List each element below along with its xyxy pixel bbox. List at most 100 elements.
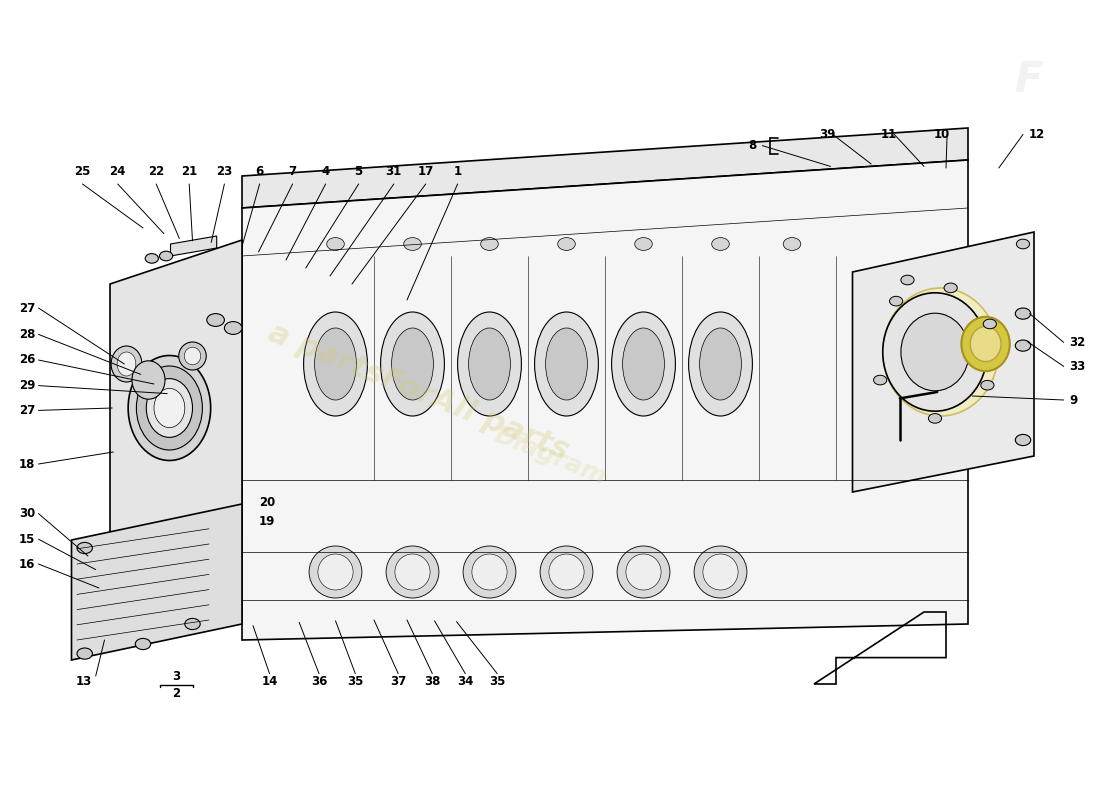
Text: 17: 17 xyxy=(418,165,433,178)
Text: 14: 14 xyxy=(262,675,277,688)
Circle shape xyxy=(185,618,200,630)
Ellipse shape xyxy=(381,312,444,416)
Circle shape xyxy=(207,314,224,326)
Text: 35: 35 xyxy=(348,675,363,688)
Ellipse shape xyxy=(549,554,584,590)
Polygon shape xyxy=(242,128,968,208)
Text: 13: 13 xyxy=(76,675,91,688)
Ellipse shape xyxy=(970,326,1001,362)
Text: 22: 22 xyxy=(148,165,164,178)
Text: 9: 9 xyxy=(1069,394,1078,406)
Text: 30: 30 xyxy=(19,507,35,520)
Ellipse shape xyxy=(623,328,664,400)
Circle shape xyxy=(1016,239,1030,249)
Ellipse shape xyxy=(386,546,439,598)
Ellipse shape xyxy=(154,388,185,427)
Circle shape xyxy=(327,238,344,250)
Ellipse shape xyxy=(689,312,752,416)
Ellipse shape xyxy=(463,546,516,598)
Text: 37: 37 xyxy=(390,675,406,688)
Text: 7: 7 xyxy=(288,165,297,178)
Text: 11: 11 xyxy=(881,128,896,141)
Circle shape xyxy=(928,414,942,423)
Ellipse shape xyxy=(136,366,202,450)
Text: 31: 31 xyxy=(386,165,402,178)
Ellipse shape xyxy=(540,546,593,598)
Polygon shape xyxy=(170,236,217,256)
Circle shape xyxy=(783,238,801,250)
Text: 6: 6 xyxy=(255,165,264,178)
Ellipse shape xyxy=(309,546,362,598)
Ellipse shape xyxy=(146,378,192,438)
Ellipse shape xyxy=(111,346,142,382)
Text: 24: 24 xyxy=(110,165,125,178)
Text: 4: 4 xyxy=(321,165,330,178)
Polygon shape xyxy=(110,240,242,564)
Ellipse shape xyxy=(472,554,507,590)
Ellipse shape xyxy=(617,546,670,598)
Text: 1: 1 xyxy=(453,165,462,178)
Polygon shape xyxy=(852,232,1034,492)
Text: 19: 19 xyxy=(260,515,275,528)
Circle shape xyxy=(1015,434,1031,446)
Circle shape xyxy=(135,638,151,650)
Text: 3: 3 xyxy=(172,670,180,682)
Circle shape xyxy=(890,296,903,306)
Ellipse shape xyxy=(469,328,510,400)
Ellipse shape xyxy=(700,328,741,400)
Text: 35: 35 xyxy=(490,675,505,688)
Circle shape xyxy=(944,283,957,293)
Text: F: F xyxy=(1014,59,1043,101)
Circle shape xyxy=(981,381,994,390)
Text: a partsForAll parts: a partsForAll parts xyxy=(264,318,572,466)
Circle shape xyxy=(77,542,92,554)
Text: 27: 27 xyxy=(19,404,35,417)
Ellipse shape xyxy=(703,554,738,590)
Ellipse shape xyxy=(392,328,433,400)
Ellipse shape xyxy=(132,361,165,399)
Text: 32: 32 xyxy=(1069,336,1086,349)
Circle shape xyxy=(1015,340,1031,351)
Circle shape xyxy=(983,319,997,329)
Circle shape xyxy=(160,251,173,261)
Ellipse shape xyxy=(626,554,661,590)
Text: 36: 36 xyxy=(311,675,327,688)
Circle shape xyxy=(481,238,498,250)
Ellipse shape xyxy=(961,317,1010,371)
Ellipse shape xyxy=(315,328,356,400)
Text: 23: 23 xyxy=(217,165,232,178)
Ellipse shape xyxy=(318,554,353,590)
Ellipse shape xyxy=(882,288,999,416)
Text: 20: 20 xyxy=(260,496,275,509)
Circle shape xyxy=(712,238,729,250)
Ellipse shape xyxy=(178,342,207,370)
Polygon shape xyxy=(72,504,242,660)
Circle shape xyxy=(77,648,92,659)
Text: 28: 28 xyxy=(19,328,35,341)
Text: 26: 26 xyxy=(19,354,35,366)
Text: 12: 12 xyxy=(1028,128,1045,141)
Polygon shape xyxy=(242,160,968,640)
Text: 21: 21 xyxy=(182,165,197,178)
Text: 18: 18 xyxy=(19,458,35,470)
Circle shape xyxy=(901,275,914,285)
Ellipse shape xyxy=(185,347,200,365)
Circle shape xyxy=(224,322,242,334)
Text: Diagram: Diagram xyxy=(491,422,609,490)
Text: 27: 27 xyxy=(19,302,35,314)
Ellipse shape xyxy=(546,328,587,400)
Text: 34: 34 xyxy=(458,675,473,688)
Ellipse shape xyxy=(304,312,367,416)
Circle shape xyxy=(145,254,158,263)
Ellipse shape xyxy=(118,352,136,376)
Text: 2: 2 xyxy=(172,687,180,700)
Text: 10: 10 xyxy=(934,128,949,141)
Text: 39: 39 xyxy=(820,128,835,141)
Text: 33: 33 xyxy=(1069,360,1086,373)
Text: 8: 8 xyxy=(748,139,757,152)
Text: 5: 5 xyxy=(354,165,363,178)
Circle shape xyxy=(404,238,421,250)
Ellipse shape xyxy=(901,313,969,390)
Ellipse shape xyxy=(128,355,211,461)
Text: 29: 29 xyxy=(19,379,35,392)
